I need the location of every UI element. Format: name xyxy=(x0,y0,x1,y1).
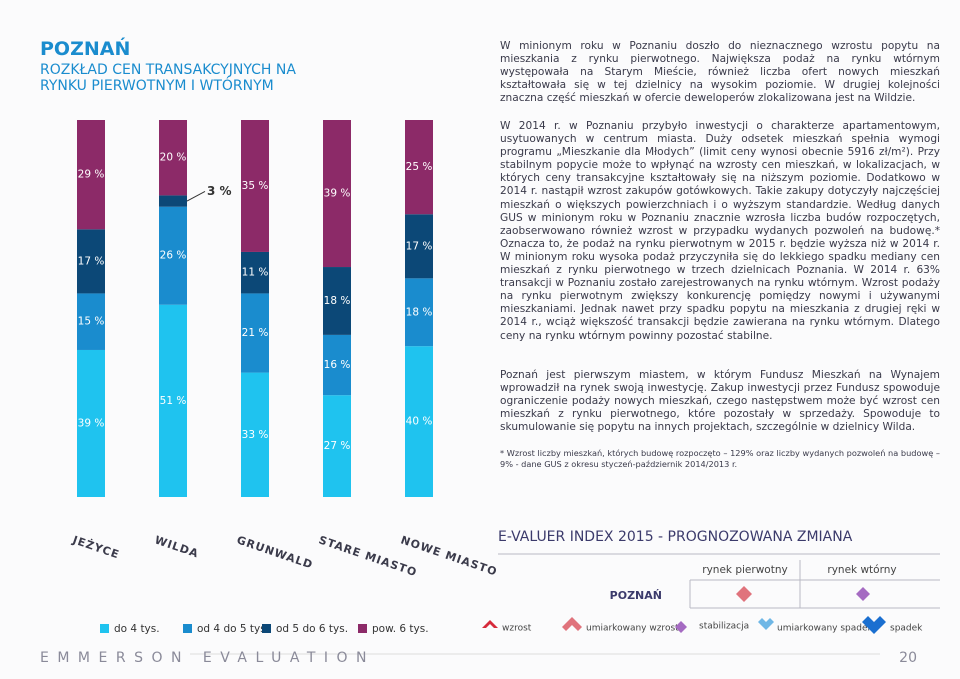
page-title: POZNAŃ xyxy=(40,38,131,60)
bar-segment xyxy=(159,206,187,305)
bar-segment xyxy=(77,120,105,230)
bar-segment xyxy=(323,395,351,497)
legend-label: od 4 do 5 tys. xyxy=(197,623,269,635)
value-label: 18 % xyxy=(324,295,351,307)
fall-icon xyxy=(862,616,886,634)
category-label: GRUNWALD xyxy=(235,533,315,571)
bar-segment xyxy=(77,349,105,497)
index-legend: stabilizacja xyxy=(699,622,749,632)
index-row: POZNAŃ xyxy=(610,589,662,602)
bar-segment xyxy=(323,334,351,396)
label-leader xyxy=(186,190,206,202)
bar-segment xyxy=(159,304,187,497)
index-legend: umiarkowany spadek xyxy=(777,624,874,634)
bar-segment xyxy=(77,229,105,294)
value-label: 3 % xyxy=(207,184,232,198)
bar-segment xyxy=(323,267,351,335)
bar-segment xyxy=(405,120,433,215)
index-column: rynek wtórny xyxy=(827,564,896,576)
footer-brand: EMMERSON EVALUATION xyxy=(40,650,375,666)
legend-label: od 5 do 6 tys. xyxy=(276,623,348,635)
value-label: 40 % xyxy=(406,416,433,428)
stabilization-icon xyxy=(675,621,687,633)
value-label: 51 % xyxy=(160,395,187,407)
legend-swatch xyxy=(183,624,192,633)
legend-swatch xyxy=(358,624,367,633)
index-legend: umiarkowany wzrost xyxy=(586,624,679,634)
value-label: 35 % xyxy=(242,180,269,192)
index-column: rynek pierwotny xyxy=(702,564,787,576)
value-label: 21 % xyxy=(242,327,269,339)
bar-segment xyxy=(241,120,269,252)
value-label: 25 % xyxy=(406,161,433,173)
moderate-rise-icon xyxy=(562,617,582,631)
footnote: * Wzrost liczby mieszkań, których budowę… xyxy=(500,448,940,469)
page-subtitle: ROZKŁAD CEN TRANSAKCYJNYCH NA RYNKU PIER… xyxy=(40,62,296,94)
bar-segment xyxy=(159,120,187,196)
value-label: 27 % xyxy=(324,440,351,452)
moderate-rise-icon xyxy=(736,586,752,602)
bar-segment xyxy=(405,214,433,279)
value-label: 29 % xyxy=(78,169,105,181)
value-label: 16 % xyxy=(324,359,351,371)
bar-segment xyxy=(405,346,433,497)
legend-label: do 4 tys. xyxy=(114,623,160,635)
index-legend: spadek xyxy=(890,624,923,634)
value-label: 33 % xyxy=(242,429,269,441)
bar-segment xyxy=(159,195,187,207)
paragraph: W 2014 r. w Poznaniu przybyło inwestycji… xyxy=(500,120,940,342)
bar-segment xyxy=(77,293,105,350)
index-legend: wzrost xyxy=(502,624,532,634)
value-label: 17 % xyxy=(78,255,105,267)
value-label: 39 % xyxy=(324,188,351,200)
bar-segment xyxy=(323,120,351,268)
index-title: E-VALUER INDEX 2015 - PROGNOZOWANA ZMIAN… xyxy=(498,529,853,545)
stabilization-icon xyxy=(856,587,870,601)
page-number: 20 xyxy=(899,650,917,666)
moderate-fall-icon xyxy=(758,618,774,630)
paragraph: Poznań jest pierwszym miastem, w którym … xyxy=(500,369,940,434)
value-label: 17 % xyxy=(406,240,433,252)
value-label: 39 % xyxy=(78,417,105,429)
value-label: 11 % xyxy=(242,267,269,279)
bar-segment xyxy=(241,372,269,497)
paragraph: W minionym roku w Poznaniu doszło do nie… xyxy=(500,40,940,105)
legend-label: pow. 6 tys. xyxy=(372,623,429,635)
value-label: 18 % xyxy=(406,306,433,318)
value-label: 15 % xyxy=(78,316,105,328)
bar-segment xyxy=(241,293,269,373)
bar-segment xyxy=(241,251,269,294)
value-label: 26 % xyxy=(160,250,187,262)
legend-swatch xyxy=(100,624,109,633)
bar-segment xyxy=(405,278,433,347)
category-label: WILDA xyxy=(153,533,201,560)
legend-swatch xyxy=(262,624,271,633)
rise-icon xyxy=(482,620,498,628)
category-label: JEŻYCE xyxy=(70,532,122,561)
value-label: 20 % xyxy=(160,152,187,164)
